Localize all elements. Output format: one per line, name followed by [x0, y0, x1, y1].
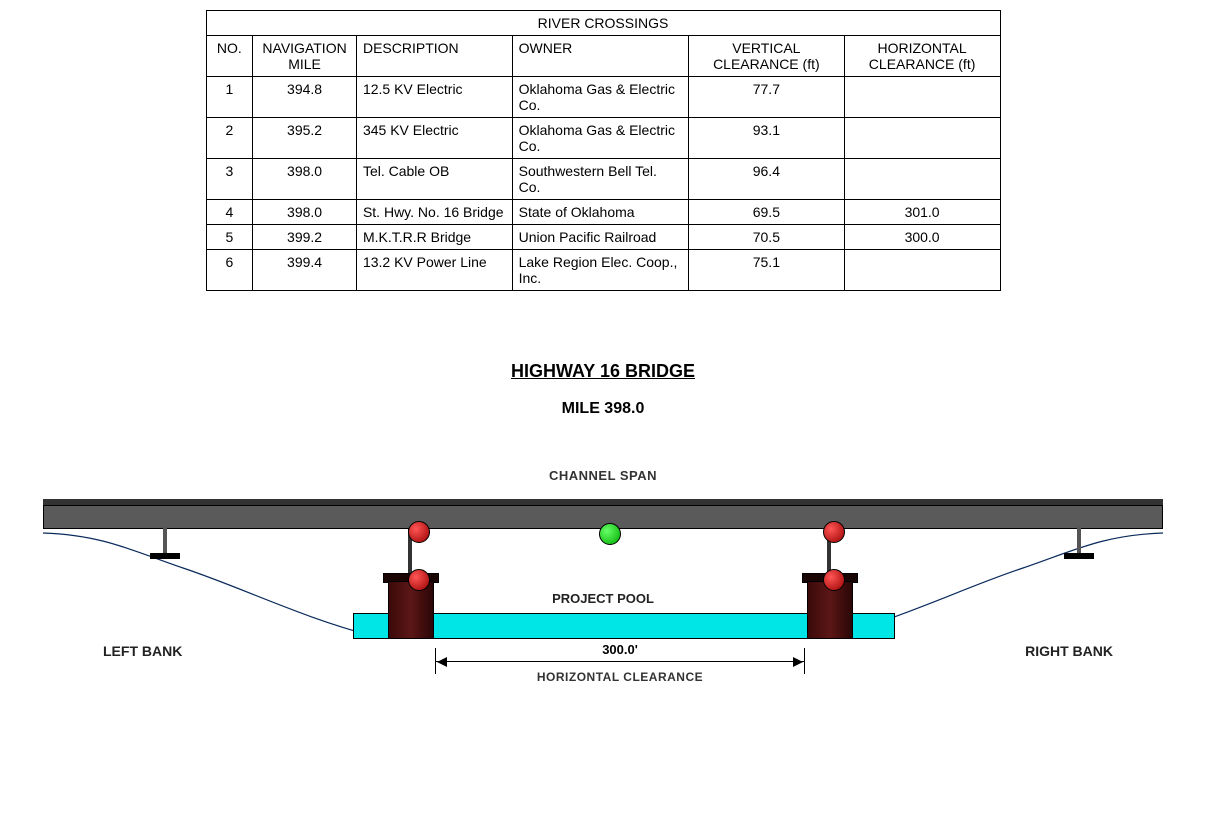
- right-bank-label: RIGHT BANK: [1025, 643, 1113, 659]
- cell-desc: Tel. Cable OB: [356, 159, 512, 200]
- cell-horz: [844, 159, 1000, 200]
- cell-nav: 399.2: [253, 225, 357, 250]
- river-crossings-table: RIVER CROSSINGS NO. NAVIGATION MILE DESC…: [206, 10, 1001, 291]
- table-row: 3398.0Tel. Cable OBSouthwestern Bell Tel…: [206, 159, 1000, 200]
- cell-desc: St. Hwy. No. 16 Bridge: [356, 200, 512, 225]
- cell-no: 5: [206, 225, 253, 250]
- table-body: 1394.812.5 KV ElectricOklahoma Gas & Ele…: [206, 77, 1000, 291]
- cell-nav: 395.2: [253, 118, 357, 159]
- dim-arrow-left: [437, 657, 447, 667]
- project-pool-label: PROJECT POOL: [43, 591, 1163, 606]
- table-row: 1394.812.5 KV ElectricOklahoma Gas & Ele…: [206, 77, 1000, 118]
- cell-nav: 398.0: [253, 159, 357, 200]
- diagram-subtitle: MILE 398.0: [0, 400, 1206, 418]
- left-bank-label: LEFT BANK: [103, 643, 182, 659]
- cell-desc: 345 KV Electric: [356, 118, 512, 159]
- table-row: 2395.2345 KV ElectricOklahoma Gas & Elec…: [206, 118, 1000, 159]
- cell-vert: 93.1: [689, 118, 845, 159]
- nav-light-red-icon: [823, 521, 845, 543]
- table-title-row: RIVER CROSSINGS: [206, 11, 1000, 36]
- cell-nav: 398.0: [253, 200, 357, 225]
- nav-light-red-icon: [408, 521, 430, 543]
- cell-horz: [844, 250, 1000, 291]
- cell-no: 3: [206, 159, 253, 200]
- cell-owner: Lake Region Elec. Coop., Inc.: [512, 250, 688, 291]
- col-header-horz: HORIZONTAL CLEARANCE (ft): [844, 36, 1000, 77]
- dim-value: 300.0': [590, 642, 650, 657]
- pier-left: [388, 581, 434, 639]
- cell-owner: Southwestern Bell Tel. Co.: [512, 159, 688, 200]
- cell-no: 4: [206, 200, 253, 225]
- bridge-diagram: PROJECT POOL LEFT BANK RIGHT BANK 300.0'…: [43, 493, 1163, 733]
- cell-nav: 399.4: [253, 250, 357, 291]
- cell-horz: [844, 77, 1000, 118]
- nav-light-red-icon: [823, 569, 845, 591]
- cell-vert: 70.5: [689, 225, 845, 250]
- cell-owner: Oklahoma Gas & Electric Co.: [512, 77, 688, 118]
- river-crossings-table-wrap: RIVER CROSSINGS NO. NAVIGATION MILE DESC…: [206, 10, 1001, 291]
- table-row: 5399.2M.K.T.R.R BridgeUnion Pacific Rail…: [206, 225, 1000, 250]
- cell-horz: 301.0: [844, 200, 1000, 225]
- cell-no: 2: [206, 118, 253, 159]
- nav-light-green-icon: [599, 523, 621, 545]
- table-row: 4398.0St. Hwy. No. 16 BridgeState of Okl…: [206, 200, 1000, 225]
- diagram-title: HIGHWAY 16 BRIDGE: [0, 361, 1206, 382]
- horizontal-clearance-dimension: 300.0' HORIZONTAL CLEARANCE: [435, 648, 805, 688]
- col-header-owner: OWNER: [512, 36, 688, 77]
- table-title: RIVER CROSSINGS: [206, 11, 1000, 36]
- cell-owner: Union Pacific Railroad: [512, 225, 688, 250]
- table-row: 6399.413.2 KV Power LineLake Region Elec…: [206, 250, 1000, 291]
- cell-vert: 77.7: [689, 77, 845, 118]
- col-header-nav: NAVIGATION MILE: [253, 36, 357, 77]
- abutment-plate-left: [150, 553, 180, 559]
- cell-nav: 394.8: [253, 77, 357, 118]
- cell-desc: 13.2 KV Power Line: [356, 250, 512, 291]
- cell-horz: 300.0: [844, 225, 1000, 250]
- diagram-titles: HIGHWAY 16 BRIDGE MILE 398.0: [0, 361, 1206, 418]
- cell-owner: State of Oklahoma: [512, 200, 688, 225]
- col-header-no: NO.: [206, 36, 253, 77]
- col-header-vert: VERTICAL CLEARANCE (ft): [689, 36, 845, 77]
- page: RIVER CROSSINGS NO. NAVIGATION MILE DESC…: [0, 10, 1206, 733]
- table-header-row: NO. NAVIGATION MILE DESCRIPTION OWNER VE…: [206, 36, 1000, 77]
- cell-vert: 69.5: [689, 200, 845, 225]
- cell-desc: 12.5 KV Electric: [356, 77, 512, 118]
- col-header-desc: DESCRIPTION: [356, 36, 512, 77]
- cell-desc: M.K.T.R.R Bridge: [356, 225, 512, 250]
- cell-vert: 96.4: [689, 159, 845, 200]
- dim-arrow-right: [793, 657, 803, 667]
- cell-horz: [844, 118, 1000, 159]
- cell-no: 1: [206, 77, 253, 118]
- cell-vert: 75.1: [689, 250, 845, 291]
- cell-owner: Oklahoma Gas & Electric Co.: [512, 118, 688, 159]
- dim-bar: [435, 661, 805, 662]
- cell-no: 6: [206, 250, 253, 291]
- dim-label: HORIZONTAL CLEARANCE: [435, 670, 805, 684]
- abutment-plate-right: [1064, 553, 1094, 559]
- channel-span-label: CHANNEL SPAN: [0, 468, 1206, 483]
